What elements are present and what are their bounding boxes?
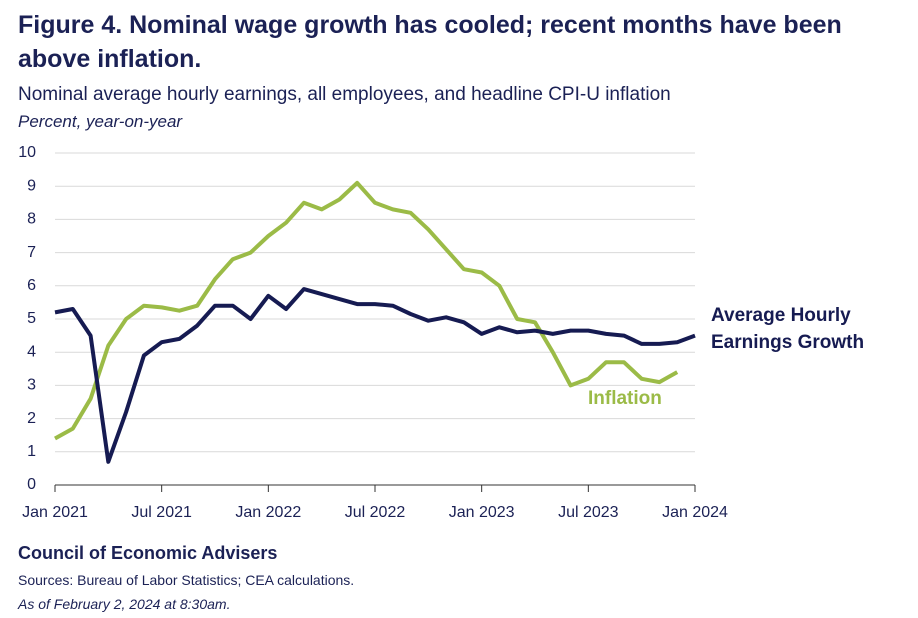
y-tick-label: 2 xyxy=(27,410,36,427)
sources: Sources: Bureau of Labor Statistics; CEA… xyxy=(18,572,355,588)
x-tick-label: Jul 2023 xyxy=(558,504,619,521)
y-tick-label: 10 xyxy=(18,144,36,161)
x-tick-label: Jan 2024 xyxy=(662,504,728,521)
y-tick-label: 4 xyxy=(27,343,36,360)
x-tick-label: Jul 2021 xyxy=(131,504,192,521)
source-org: Council of Economic Advisers xyxy=(18,543,278,563)
y-tick-label: 0 xyxy=(27,476,36,493)
series-label: Average Hourly Earnings Growth xyxy=(711,305,865,353)
y-tick-label: 1 xyxy=(27,443,36,460)
y-tick-label: 3 xyxy=(27,377,36,394)
x-tick-label: Jul 2022 xyxy=(345,504,406,521)
note: As of February 2, 2024 at 8:30am. xyxy=(18,596,231,612)
x-tick-label: Jan 2021 xyxy=(22,504,88,521)
series-line xyxy=(54,180,679,441)
x-tick-label: Jan 2022 xyxy=(235,504,301,521)
x-tick-label: Jan 2023 xyxy=(449,504,515,521)
chart-title: Figure 4. Nominal wage growth has cooled… xyxy=(18,11,842,73)
y-tick-label: 5 xyxy=(27,310,36,327)
y-tick-label: 8 xyxy=(27,211,36,228)
y-tick-label: 7 xyxy=(27,244,36,261)
y-tick-label: 9 xyxy=(27,177,36,194)
chart-subtitle: Nominal average hourly earnings, all emp… xyxy=(18,84,671,105)
series-line xyxy=(54,287,696,464)
series-label: Inflation xyxy=(588,388,662,409)
y-axis-label: Percent, year-on-year xyxy=(18,112,183,131)
y-tick-label: 6 xyxy=(27,277,36,294)
